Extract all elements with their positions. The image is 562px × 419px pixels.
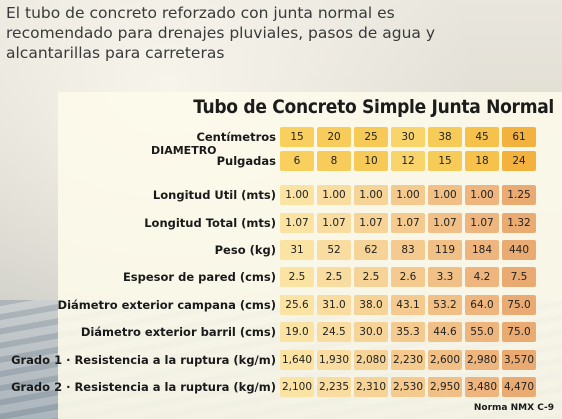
table-cell: 2.5 xyxy=(354,267,388,287)
row-label-5: Espesor de pared (cms) xyxy=(122,270,276,284)
table-cell: 20 xyxy=(317,127,351,147)
table-cell: 15 xyxy=(428,151,462,171)
row-label-0: Centímetros xyxy=(196,130,276,144)
table-cell: 12 xyxy=(391,151,425,171)
table-cell: 6 xyxy=(280,151,314,171)
table-cell: 1.07 xyxy=(280,213,314,233)
table-cell: 1.07 xyxy=(465,213,499,233)
table-cell: 2,230 xyxy=(391,350,425,370)
table-cell: 1.00 xyxy=(465,185,499,205)
table-cell: 15 xyxy=(280,127,314,147)
table-cell: 19.0 xyxy=(280,322,314,342)
table-cell: 18 xyxy=(465,151,499,171)
table-cell: 2,080 xyxy=(354,350,388,370)
table-cell: 1.07 xyxy=(354,213,388,233)
table-cell: 25.6 xyxy=(280,295,314,315)
table-cell: 3,570 xyxy=(502,350,536,370)
table-cell: 440 xyxy=(502,240,536,260)
row-label-6: Diámetro exterior campana (cms) xyxy=(57,298,276,312)
row-label-7: Diámetro exterior barril (cms) xyxy=(80,325,276,339)
row-label-1: Pulgadas xyxy=(216,154,276,168)
table-cell: 24 xyxy=(502,151,536,171)
table-cell: 61 xyxy=(502,127,536,147)
table-cell: 45 xyxy=(465,127,499,147)
table-cell: 2,235 xyxy=(317,377,351,397)
table-cell: 7.5 xyxy=(502,267,536,287)
row-label-9: Grado 2 · Resistencia a la ruptura (kg/m… xyxy=(11,380,276,394)
table-cell: 35.3 xyxy=(391,322,425,342)
table-cell: 3,480 xyxy=(465,377,499,397)
table-cell: 1.32 xyxy=(502,213,536,233)
table-cell: 4,470 xyxy=(502,377,536,397)
table-cell: 2,530 xyxy=(391,377,425,397)
table-cell: 2,100 xyxy=(280,377,314,397)
table-cell: 1.00 xyxy=(391,185,425,205)
table-cell: 2,950 xyxy=(428,377,462,397)
table-cell: 52 xyxy=(317,240,351,260)
table-cell: 1.07 xyxy=(428,213,462,233)
table-cell: 31.0 xyxy=(317,295,351,315)
table-cell: 75.0 xyxy=(502,322,536,342)
row-label-2: Longitud Util (mts) xyxy=(152,188,276,202)
table-cell: 1.00 xyxy=(428,185,462,205)
table-cell: 1.25 xyxy=(502,185,536,205)
table-cell: 1.07 xyxy=(317,213,351,233)
diameter-group-label: DIAMETRO xyxy=(151,144,217,157)
table-cell: 1,930 xyxy=(317,350,351,370)
table-cell: 1.00 xyxy=(317,185,351,205)
table-cell: 2,980 xyxy=(465,350,499,370)
table-cell: 38 xyxy=(428,127,462,147)
table-cell: 4.2 xyxy=(465,267,499,287)
table-cell: 44.6 xyxy=(428,322,462,342)
table-cell: 25 xyxy=(354,127,388,147)
intro-text: El tubo de concreto reforzado con junta … xyxy=(6,4,436,62)
table-cell: 83 xyxy=(391,240,425,260)
table-cell: 1.00 xyxy=(354,185,388,205)
table-cell: 2,600 xyxy=(428,350,462,370)
table-cell: 30.0 xyxy=(354,322,388,342)
row-label-8: Grado 1 · Resistencia a la ruptura (kg/m… xyxy=(11,353,276,367)
row-label-3: Longitud Total (mts) xyxy=(144,216,276,230)
table-cell: 2.6 xyxy=(391,267,425,287)
table-cell: 30 xyxy=(391,127,425,147)
table-cell: 62 xyxy=(354,240,388,260)
row-label-4: Peso (kg) xyxy=(214,243,276,257)
table-cell: 119 xyxy=(428,240,462,260)
table-cell: 1.07 xyxy=(391,213,425,233)
table-cell: 3.3 xyxy=(428,267,462,287)
table-cell: 1.00 xyxy=(280,185,314,205)
table-cell: 8 xyxy=(317,151,351,171)
table-cell: 1,640 xyxy=(280,350,314,370)
table-cell: 64.0 xyxy=(465,295,499,315)
table-cell: 2.5 xyxy=(280,267,314,287)
table-title: Tubo de Concreto Simple Junta Normal xyxy=(193,96,554,118)
table-cell: 10 xyxy=(354,151,388,171)
table-cell: 53.2 xyxy=(428,295,462,315)
table-cell: 2,310 xyxy=(354,377,388,397)
table-cell: 75.0 xyxy=(502,295,536,315)
table-cell: 2.5 xyxy=(317,267,351,287)
table-cell: 43.1 xyxy=(391,295,425,315)
table-cell: 31 xyxy=(280,240,314,260)
table-cell: 184 xyxy=(465,240,499,260)
table-cell: 55.0 xyxy=(465,322,499,342)
table-cell: 24.5 xyxy=(317,322,351,342)
norma-footnote: Norma NMX C-9 xyxy=(473,403,554,413)
table-cell: 38.0 xyxy=(354,295,388,315)
